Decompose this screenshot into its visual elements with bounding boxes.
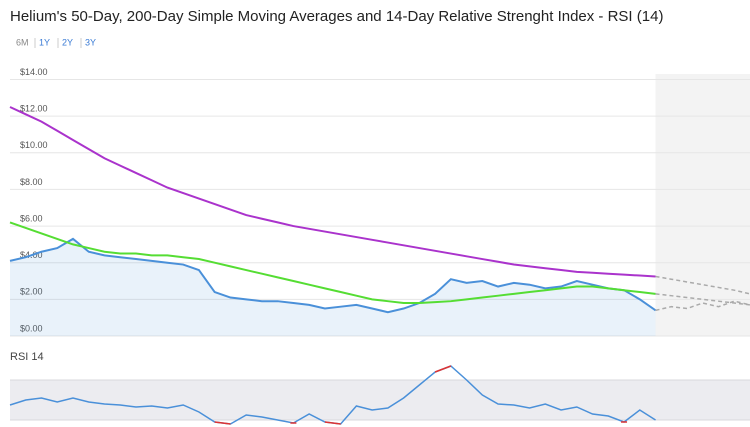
range-button[interactable]: 3Y (85, 37, 96, 47)
rsi-extreme-line (324, 421, 341, 425)
y-tick-label: $10.00 (20, 140, 48, 150)
projection-background (655, 74, 750, 336)
rsi-band (10, 380, 750, 420)
range-button[interactable]: 2Y (62, 37, 73, 47)
chart-title: Helium's 50-Day, 200-Day Simple Moving A… (10, 8, 663, 25)
range-button[interactable]: 1Y (39, 37, 50, 47)
range-button[interactable]: 6M (16, 37, 29, 47)
projection-line (655, 293, 750, 306)
y-tick-label: $2.00 (20, 287, 43, 297)
y-tick-label: $8.00 (20, 177, 43, 187)
projection-line (655, 275, 750, 295)
y-tick-label: $6.00 (20, 213, 43, 223)
rsi-label: RSI 14 (10, 351, 44, 363)
rsi-extreme-line (434, 365, 452, 373)
series-line (9, 237, 657, 314)
y-tick-label: $0.00 (20, 323, 43, 333)
price-area (10, 238, 656, 336)
rsi-extreme-line (214, 421, 231, 425)
y-tick-label: $14.00 (20, 67, 48, 77)
series-line (9, 221, 656, 305)
projection-line (655, 300, 750, 312)
series-line (9, 106, 656, 278)
y-tick-label: $12.00 (20, 104, 48, 114)
